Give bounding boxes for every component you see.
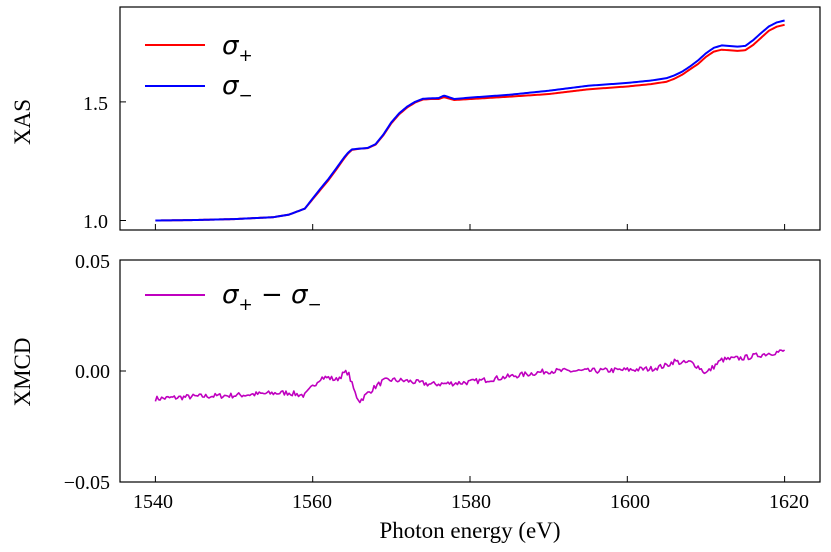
xmcd-ytick-label: −0.05: [64, 472, 110, 494]
xas-ytick-label: 1.0: [83, 211, 108, 233]
xas-axes-frame: [119, 6, 821, 231]
legend-label-sigma-minus: σ−: [222, 71, 253, 106]
xtick-label: 1580: [451, 491, 491, 513]
xmcd-ylabel: XMCD: [10, 337, 35, 406]
xas-series-group: [155, 19, 785, 222]
xas-ytick-label: 1.5: [83, 93, 108, 115]
xmcd-legend: σ+ − σ−: [145, 280, 322, 315]
xas-line-sigma-minus: [155, 19, 785, 222]
legend-label-xmcd: σ+ − σ−: [222, 280, 322, 315]
xmcd-xlabel: Photon energy (eV): [380, 518, 561, 543]
legend-label-sigma-plus: σ+: [222, 31, 253, 66]
xas-panel: 1.5 1.0 XAS σ+ σ−: [10, 6, 821, 233]
xtick-label: 1600: [610, 491, 650, 513]
xtick-label: 1620: [769, 491, 809, 513]
xtick-label: 1540: [133, 491, 173, 513]
xas-ticks-group: [120, 101, 786, 230]
xmcd-panel: 0.05 0.00 −0.05 XMCD 1540 1560 1580 1600…: [10, 251, 821, 543]
xmcd-series-group: [154, 349, 786, 404]
xmcd-ytick-label: 0.00: [75, 361, 110, 383]
xas-legend: σ+ σ−: [145, 31, 253, 106]
xmcd-ticks-group: [120, 259, 786, 483]
xmcd-ytick-label: 0.05: [75, 251, 110, 273]
xmcd-axes-frame: [119, 259, 821, 483]
xmcd-line: [154, 349, 786, 404]
xas-ylabel: XAS: [10, 99, 35, 145]
xtick-label: 1560: [292, 491, 332, 513]
